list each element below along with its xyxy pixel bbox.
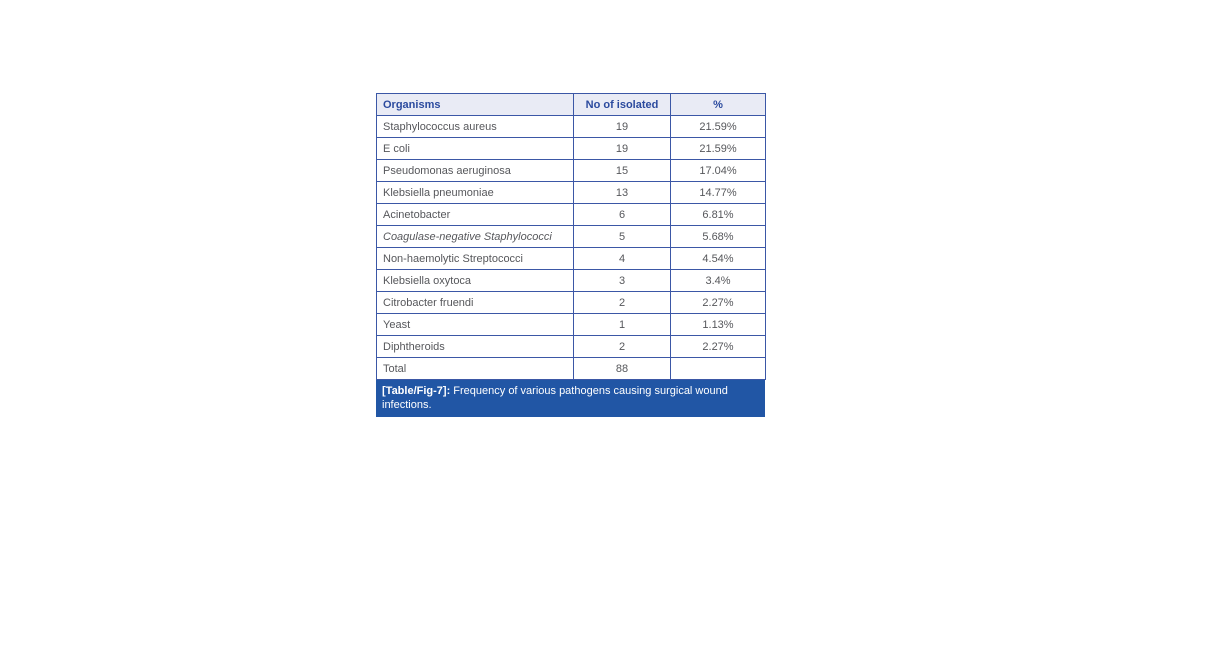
percent-cell: 17.04% [670,159,766,182]
column-header-percent: % [670,93,766,116]
percent-cell: 21.59% [670,115,766,138]
pathogen-frequency-table: Organisms No of isolated % Staphylococcu… [376,93,766,380]
percent-cell: 14.77% [670,181,766,204]
count-cell: 5 [573,225,671,248]
count-cell: 6 [573,203,671,226]
count-cell: 2 [573,291,671,314]
count-cell: 4 [573,247,671,270]
table-row: Klebsiella oxytoca 3 3.4% [376,269,766,292]
table-row: Coagulase-negative Staphylococci 5 5.68% [376,225,766,248]
organism-cell: Citrobacter fruendi [376,291,574,314]
caption-label: [Table/Fig-7]: [382,385,451,397]
percent-cell: 2.27% [670,335,766,358]
percent-cell: 5.68% [670,225,766,248]
table-row: Diphtheroids 2 2.27% [376,335,766,358]
organism-cell: Staphylococcus aureus [376,115,574,138]
organism-cell: Diphtheroids [376,335,574,358]
table-header-row: Organisms No of isolated % [376,93,766,116]
percent-cell: 3.4% [670,269,766,292]
table-row: Acinetobacter 6 6.81% [376,203,766,226]
percent-cell [670,357,766,380]
organism-cell: Yeast [376,313,574,336]
table-row: E coli 19 21.59% [376,137,766,160]
count-cell: 88 [573,357,671,380]
table-row-total: Total 88 [376,357,766,380]
count-cell: 19 [573,137,671,160]
count-cell: 3 [573,269,671,292]
count-cell: 15 [573,159,671,182]
count-cell: 13 [573,181,671,204]
count-cell: 1 [573,313,671,336]
percent-cell: 1.13% [670,313,766,336]
organism-cell: Klebsiella pneumoniae [376,181,574,204]
table-row: Pseudomonas aeruginosa 15 17.04% [376,159,766,182]
count-cell: 19 [573,115,671,138]
table-row: Citrobacter fruendi 2 2.27% [376,291,766,314]
percent-cell: 4.54% [670,247,766,270]
organism-cell: E coli [376,137,574,160]
organism-cell: Klebsiella oxytoca [376,269,574,292]
count-cell: 2 [573,335,671,358]
organism-cell: Pseudomonas aeruginosa [376,159,574,182]
organism-cell: Acinetobacter [376,203,574,226]
caption-text: Frequency of various pathogens causing s… [382,385,728,411]
table-caption: [Table/Fig-7]: Frequency of various path… [376,380,765,417]
table-row: Yeast 1 1.13% [376,313,766,336]
table-row: Non-haemolytic Streptococci 4 4.54% [376,247,766,270]
percent-cell: 6.81% [670,203,766,226]
column-header-organisms: Organisms [376,93,574,116]
organism-cell: Coagulase-negative Staphylococci [376,225,574,248]
column-header-count: No of isolated [573,93,671,116]
organism-cell: Total [376,357,574,380]
organism-cell: Non-haemolytic Streptococci [376,247,574,270]
percent-cell: 2.27% [670,291,766,314]
table-figure: Organisms No of isolated % Staphylococcu… [376,93,766,417]
table-row: Klebsiella pneumoniae 13 14.77% [376,181,766,204]
percent-cell: 21.59% [670,137,766,160]
table-row: Staphylococcus aureus 19 21.59% [376,115,766,138]
